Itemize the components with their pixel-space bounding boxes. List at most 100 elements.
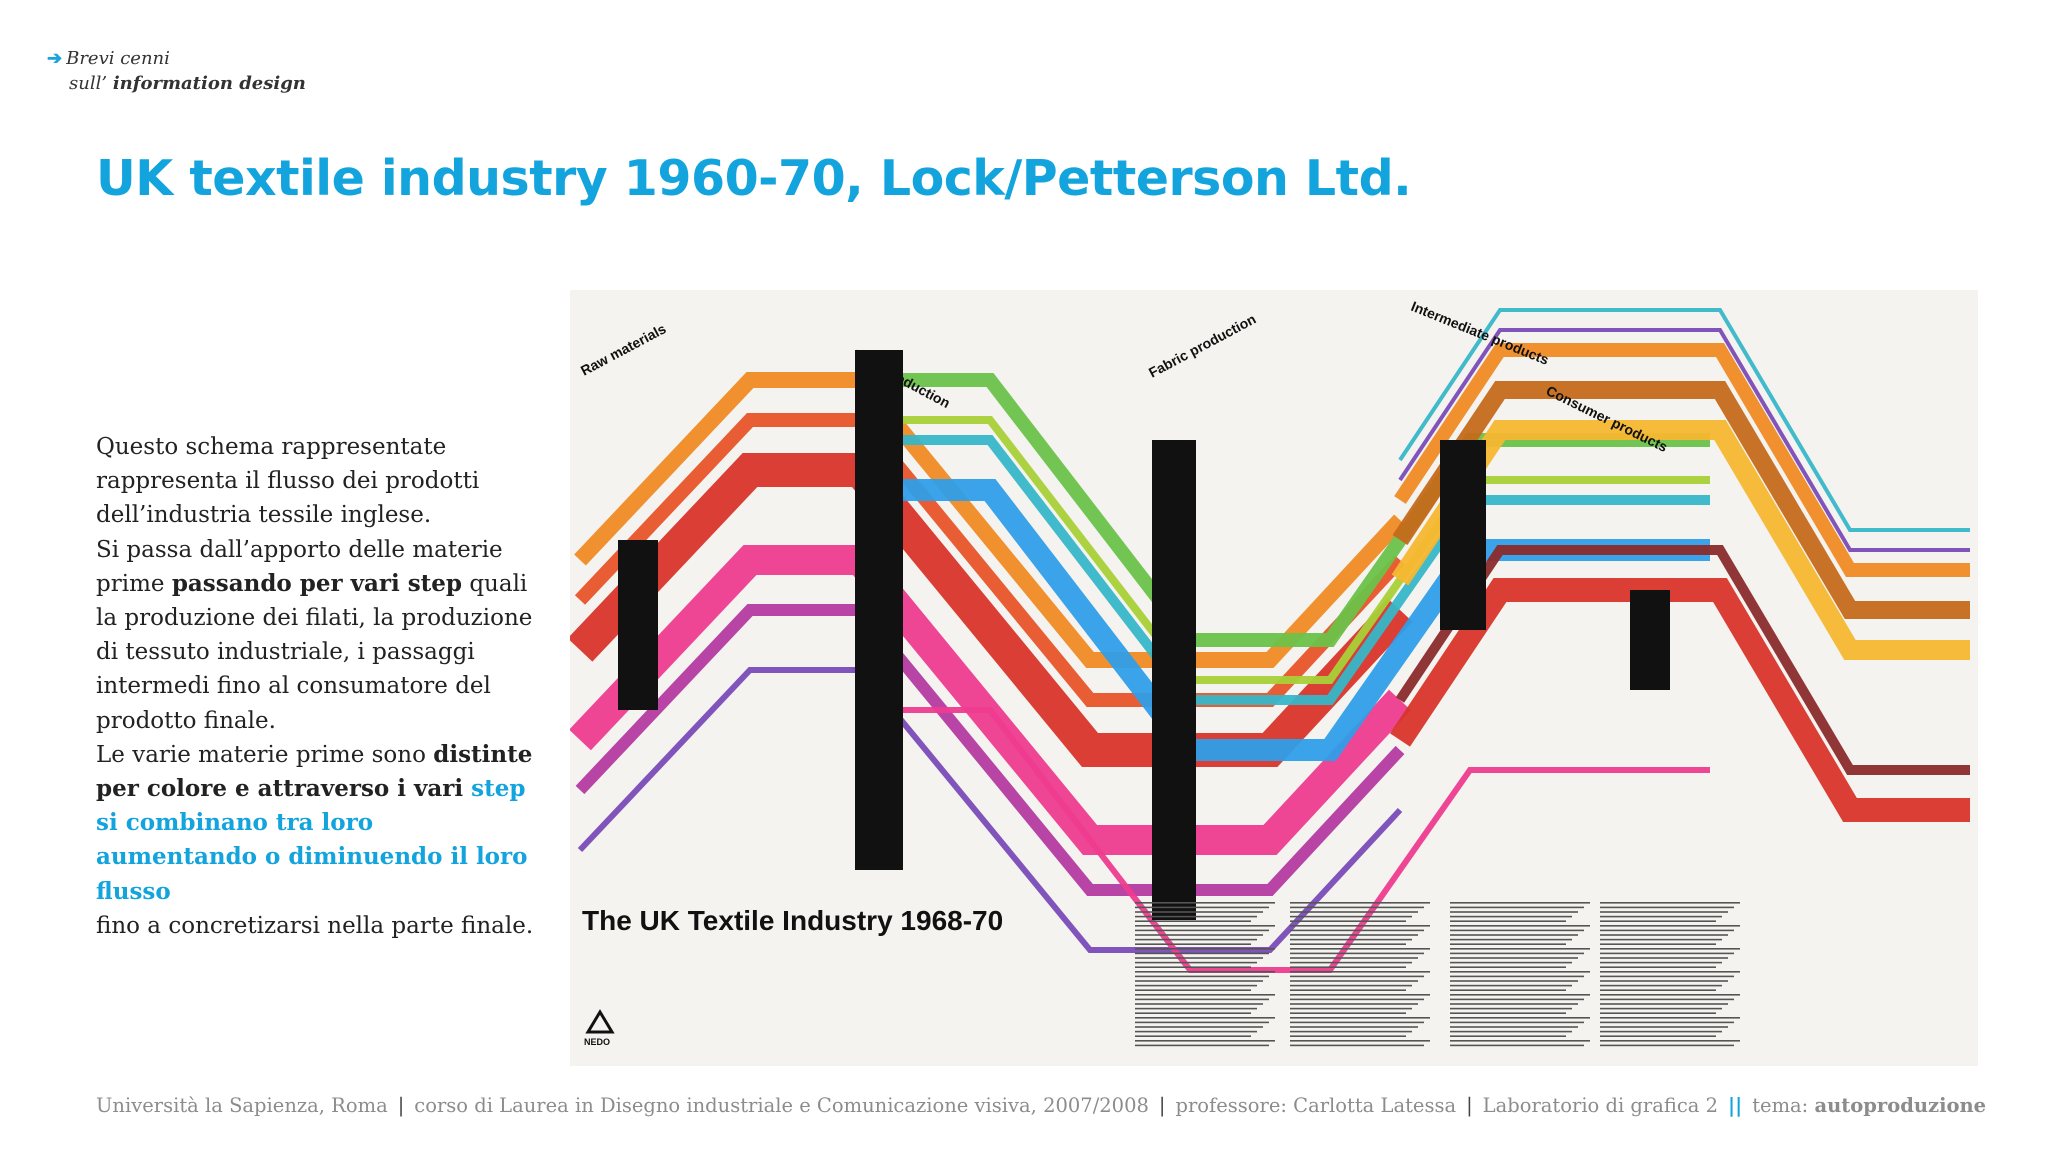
text-line [1600,1012,1716,1014]
breadcrumb-prefix: sull’ [69,73,108,94]
text-line [1290,1007,1412,1010]
text-line [1290,998,1424,1001]
text-line [1600,902,1740,904]
text-line [1450,920,1566,922]
text-line [1135,943,1251,945]
text-line [1600,1035,1716,1037]
stage-block [1630,590,1670,690]
text-line [1450,1035,1566,1037]
text-line [1290,971,1430,973]
text-line [1450,1012,1566,1014]
text-line [1450,948,1590,950]
text-line [1450,957,1578,959]
flow-band [1398,328,1970,552]
text-line [1450,1040,1590,1042]
text-line [1600,1007,1722,1010]
text-line [1600,938,1722,941]
description-p1: Questo schema rappresentate rappresenta … [96,434,480,529]
page-title: UK textile industry 1960-70, Lock/Petter… [96,150,1412,207]
text-line [1600,1040,1740,1042]
description-p3-highlight: step si combinano tra loro aumentando o … [96,775,528,905]
text-line [1450,1021,1584,1024]
text-line [1135,906,1269,909]
flow-band [577,667,1403,953]
text-line [1290,1003,1418,1005]
text-line [1290,943,1406,945]
flow-band [570,453,1413,767]
description-p2-c: quali la produzione dei filati, la produ… [96,570,533,734]
description-p3-bold: distinte per colore e attraverso i vari [96,740,533,803]
text-line [1600,961,1722,964]
text-line [1450,994,1590,996]
flow-band [870,435,1710,705]
text-line [1290,980,1418,982]
flow-band [1398,308,1970,532]
text-line [1450,984,1572,987]
text-line [1450,929,1584,932]
text-line [1290,966,1406,968]
text-line [1450,1044,1584,1047]
footer-separator: | [1158,1094,1166,1117]
text-line [1450,961,1572,964]
text-line [1135,1012,1251,1014]
flow-band [1390,578,1970,822]
description-p3: Le varie materie prime sono distinte per… [96,738,536,909]
text-line [1135,925,1275,927]
text-line [1290,915,1412,918]
text-line [1290,1044,1424,1047]
description-text: Questo schema rappresentate rappresenta … [96,430,536,943]
text-line [1290,906,1424,909]
text-line [1450,915,1572,918]
flow-band [870,416,1710,684]
text-line [1290,975,1424,978]
text-line [1450,998,1584,1001]
text-line [1600,994,1740,996]
text-line [1600,1044,1734,1047]
text-line [1600,952,1734,955]
footer-theme-label: tema: [1752,1094,1809,1117]
text-line [1290,1026,1418,1028]
description-p2-a: Si passa dall’apporto delle materie prim… [96,536,503,597]
text-line [1135,929,1269,932]
text-line [1600,1021,1734,1024]
text-line [1450,1030,1572,1033]
text-line [1600,989,1716,991]
text-line [1290,1012,1406,1014]
text-line [1450,966,1566,968]
text-line [1135,911,1263,913]
text-line [1600,911,1728,913]
flow-band [1394,343,1970,577]
text-line [1450,934,1578,936]
flow-band [575,604,1405,896]
text-line [1135,957,1263,959]
text-line [1450,980,1578,982]
description-p2-bold: passando per vari step [171,569,463,597]
text-line [1135,971,1275,973]
text-line [1600,906,1734,909]
text-line [1600,980,1728,982]
text-line [1290,934,1418,936]
text-line [1290,925,1430,927]
stage-label: Raw materials [578,320,669,378]
text-line [1135,1040,1275,1042]
text-line [1135,989,1251,991]
text-line [1135,902,1275,904]
arrow-right-icon: ➔ [47,48,63,69]
text-line [1135,961,1257,964]
text-line [1135,1007,1257,1010]
text-line [1290,1030,1412,1033]
text-line [1290,984,1412,987]
text-line [1600,957,1728,959]
text-line [1450,925,1590,927]
description-p2: Si passa dall’apporto delle materie prim… [96,533,536,738]
text-line [1450,1003,1578,1005]
breadcrumb-topic: information design [112,73,306,94]
text-line [1450,906,1584,909]
text-line [1600,915,1722,918]
text-line [1135,1044,1269,1047]
text-line [1290,938,1412,941]
footer-separator: | [397,1094,405,1117]
text-line [1135,1035,1251,1037]
text-line [1450,911,1578,913]
text-line [1135,975,1269,978]
